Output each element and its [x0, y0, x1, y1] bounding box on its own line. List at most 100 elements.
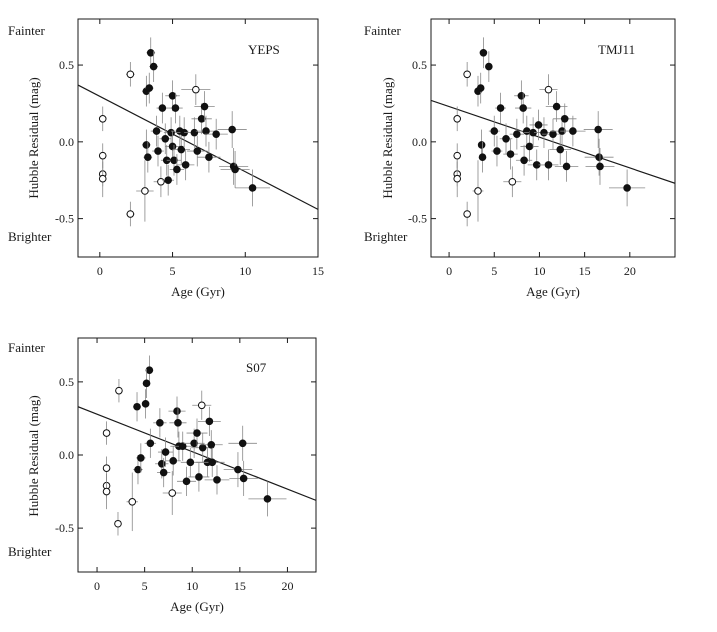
x-tick-label: 15 [579, 264, 591, 278]
filled-data-point [133, 402, 141, 411]
filled-data-point [146, 48, 155, 57]
filled-data-point [178, 442, 187, 451]
filled-data-point [164, 176, 172, 185]
y-tick-label: 0.5 [412, 58, 427, 72]
panel-yeps: 0 5 10 15 -0.5 0.0 0.5 YEPS Fainter Brighter Age (… [8, 18, 324, 299]
open-data-point [544, 85, 553, 94]
open-data-point [98, 151, 107, 160]
x-tick-label: 10 [533, 264, 545, 278]
open-data-point [168, 489, 177, 497]
fit-line [78, 84, 318, 210]
filled-data-point [595, 153, 603, 161]
x-tick-label: 15 [234, 579, 246, 593]
fainter-label: Fainter [8, 340, 45, 355]
plot-data [78, 355, 316, 536]
filled-data-point [182, 477, 191, 486]
filled-data-point [141, 400, 150, 408]
y-tick-label: -0.5 [408, 212, 427, 226]
filled-data-point [212, 130, 220, 138]
filled-data-point [145, 84, 154, 92]
panel-title: TMJ11 [598, 42, 635, 57]
filled-data-point [169, 457, 177, 465]
open-data-point [508, 177, 517, 186]
filled-data-point [493, 147, 501, 155]
x-tick-label: 0 [94, 579, 100, 593]
y-tick-label: 0.0 [412, 135, 427, 149]
brighter-label: Brighter [8, 229, 52, 244]
y-tick-label: 0.0 [59, 448, 74, 462]
filled-data-point [193, 147, 202, 155]
x-tick-label: 10 [239, 264, 251, 278]
filled-data-point [234, 465, 242, 474]
filled-data-point [502, 134, 510, 143]
open-data-point [128, 498, 137, 506]
filled-data-point [248, 184, 257, 192]
filled-data-point [205, 153, 213, 161]
filled-data-point [158, 104, 167, 112]
filled-data-point [200, 102, 209, 111]
filled-data-point [134, 465, 142, 474]
fainter-label: Fainter [8, 23, 45, 38]
filled-data-point [168, 91, 177, 100]
y-axis-label: Hubble Residual (mag) [380, 77, 395, 198]
x-tick-label: 5 [142, 579, 148, 593]
panel-tmj11: 0 5 10 15 20 -0.5 0.0 0.5 TMJ11 Fainter Brighter Ag… [364, 18, 676, 299]
open-data-point [114, 519, 122, 528]
filled-data-point [552, 102, 561, 111]
filled-data-point [534, 121, 543, 129]
filled-data-point [205, 417, 214, 426]
open-data-point [197, 401, 206, 410]
open-data-point [115, 386, 123, 395]
filled-data-point [193, 429, 201, 437]
filled-data-point [623, 184, 631, 192]
open-data-point [453, 151, 462, 160]
plot-data [78, 37, 318, 227]
filled-data-point [173, 407, 181, 415]
filled-data-point [556, 145, 565, 154]
filled-data-point [479, 48, 488, 57]
open-data-point [192, 85, 200, 94]
filled-data-point [569, 127, 577, 135]
x-tick-label: 5 [491, 264, 497, 278]
filled-data-point [137, 454, 145, 462]
filled-data-point [197, 115, 206, 123]
panel-title: YEPS [248, 42, 280, 57]
filled-data-point [168, 142, 177, 151]
filled-data-point [207, 440, 216, 449]
y-axis-label: Hubble Residual (mag) [26, 395, 41, 516]
filled-data-point [228, 125, 236, 134]
brighter-label: Brighter [8, 544, 52, 559]
y-tick-label: 0.5 [59, 58, 74, 72]
filled-data-point [181, 161, 190, 169]
filled-data-point [152, 127, 161, 135]
filled-data-point [146, 439, 155, 448]
filled-data-point [156, 419, 164, 427]
plot-frame [430, 18, 676, 258]
open-data-point [102, 487, 111, 496]
filled-data-point [198, 443, 207, 452]
filled-data-point [522, 127, 531, 135]
x-tick-label: 10 [186, 579, 198, 593]
filled-data-point [145, 366, 154, 374]
filled-data-point [596, 162, 604, 171]
open-data-point [102, 429, 111, 437]
x-tick-label: 20 [624, 264, 636, 278]
panel-title: S07 [246, 360, 267, 375]
filled-data-point [161, 134, 170, 143]
x-axis-label: Age (Gyr) [171, 284, 225, 299]
x-axis-label: Age (Gyr) [526, 284, 580, 299]
open-data-point [453, 174, 462, 183]
filled-data-point [549, 130, 557, 138]
x-tick-label: 0 [97, 264, 103, 278]
filled-data-point [513, 130, 521, 138]
filled-data-point [525, 142, 534, 151]
open-data-point [98, 115, 107, 123]
open-data-point [474, 187, 482, 195]
filled-data-point [490, 127, 499, 135]
fit-line [78, 406, 316, 501]
filled-data-point [173, 165, 181, 174]
panel-s07: 0 5 10 15 20 -0.5 0.0 0.5 S07 Fainter Brighter Age … [8, 337, 317, 614]
open-data-point [102, 464, 111, 472]
filled-data-point [478, 153, 487, 161]
y-axis-label: Hubble Residual (mag) [26, 77, 41, 198]
